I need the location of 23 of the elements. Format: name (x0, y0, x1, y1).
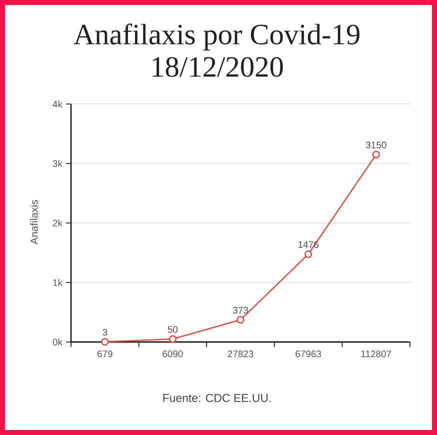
y-axis-title: Anafilaxis (30, 200, 38, 244)
point (236, 316, 244, 324)
point (168, 335, 177, 343)
y-tick-label: 4k (52, 100, 63, 108)
point (304, 250, 312, 258)
point (101, 338, 109, 346)
data-label: 3 (102, 328, 108, 336)
y-tick-label: 2k (52, 220, 63, 226)
y-tick-label: 1k (53, 279, 63, 286)
chart-title: Anafilaxis por Covid-19 (74, 24, 360, 50)
source-note: Fuente: CDC EE.UU. (163, 394, 271, 402)
chart-subtitle: 18/12/2020 (152, 57, 283, 77)
data-label: 373 (232, 306, 248, 314)
x-tick-label: 27823 (228, 350, 254, 358)
data-label: 3150 (366, 142, 386, 148)
point (372, 150, 380, 158)
x-tick-label: 679 (97, 350, 112, 358)
y-tick-label: 0k (52, 338, 63, 346)
x-tick-label: 67963 (296, 350, 322, 358)
x-tick-label: 6090 (162, 350, 183, 358)
y-tick-label: 3k (52, 160, 63, 167)
data-label: 50 (168, 326, 178, 333)
x-tick-label: 112807 (361, 350, 392, 358)
